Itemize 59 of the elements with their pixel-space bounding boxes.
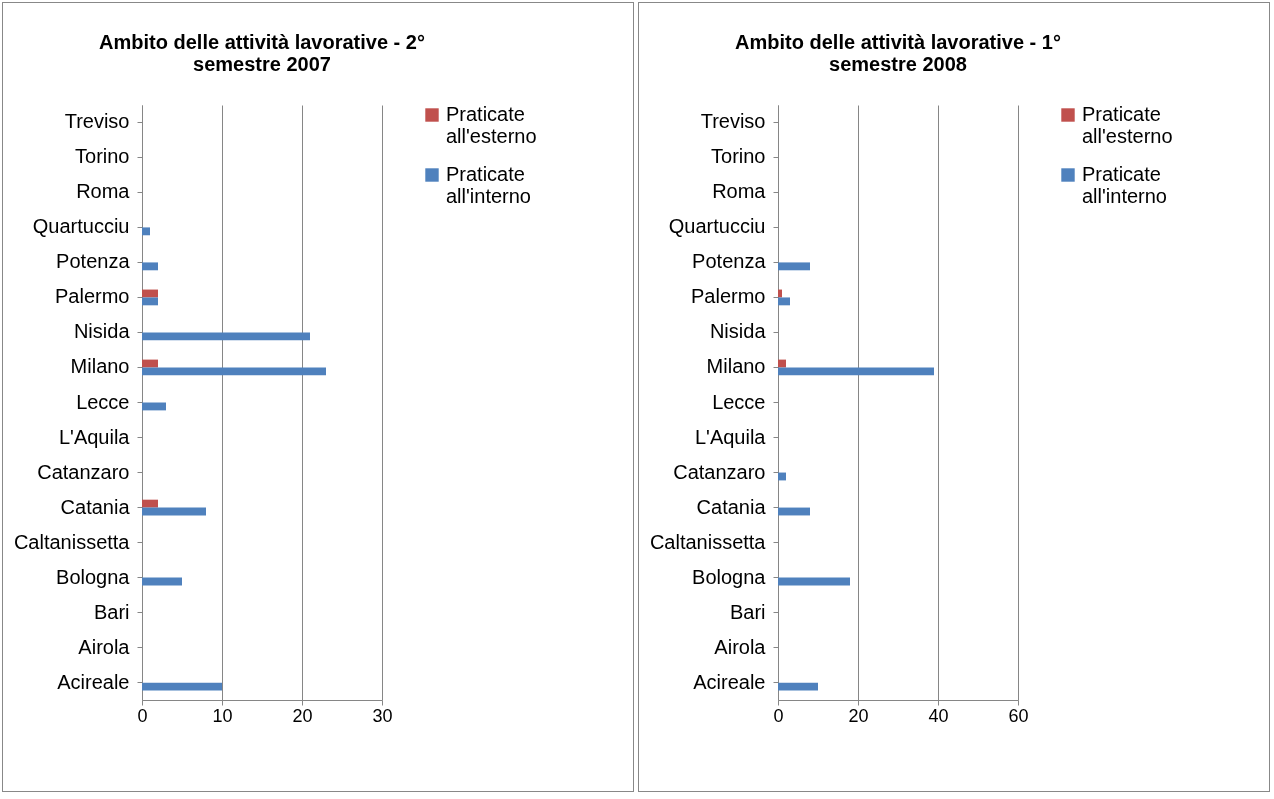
y-tick-label: Caltanissetta [649, 530, 767, 553]
bar [142, 367, 326, 376]
bar [778, 297, 790, 306]
y-tick-label: Catanzaro [37, 460, 130, 483]
legend-label: Praticate all'esterno [1082, 103, 1173, 147]
y-tick-label: Treviso [64, 110, 130, 133]
chart-title: Ambito delle attività lavorative - 2° semestre 2007 [99, 31, 425, 75]
y-tick-label: Caltanissetta [13, 530, 131, 553]
y-tick-label: Palermo [55, 285, 130, 308]
y-tick-label: Catania [60, 495, 131, 518]
x-tick-label: 40 [928, 705, 949, 726]
y-tick-label: Nisida [709, 320, 767, 343]
y-tick-label: L'Aquila [694, 425, 767, 448]
y-tick-label: L'Aquila [58, 425, 131, 448]
y-tick-label: Torino [711, 145, 766, 168]
y-tick-label: Catanzaro [673, 460, 766, 483]
y-tick-label: Roma [712, 180, 767, 203]
legend-label: Praticate all'esterno [446, 103, 537, 147]
bar [778, 262, 810, 271]
x-tick-label: 30 [372, 705, 393, 726]
y-tick-label: Bari [729, 600, 766, 623]
y-tick-label: Airola [714, 635, 767, 658]
y-tick-label: Quartucciu [668, 215, 766, 238]
x-tick-label: 20 [292, 705, 313, 726]
x-tick-label: 60 [1008, 705, 1029, 726]
y-tick-label: Lecce [712, 390, 766, 413]
y-tick-label: Airola [78, 635, 131, 658]
y-tick-label: Roma [76, 180, 131, 203]
y-tick-label: Nisida [73, 320, 131, 343]
y-tick-label: Torino [75, 145, 130, 168]
x-tick-label: 0 [137, 705, 148, 726]
y-tick-label: Catania [696, 495, 767, 518]
bar [142, 499, 158, 508]
y-tick-label: Milano [70, 355, 130, 378]
y-tick-label: Milano [706, 355, 766, 378]
bar [142, 332, 310, 341]
y-tick-label: Quartucciu [32, 215, 130, 238]
y-tick-label: Bologna [56, 565, 131, 588]
chart-title: Ambito delle attività lavorative - 1° semestre 2008 [735, 31, 1061, 75]
y-tick-label: Treviso [700, 110, 766, 133]
bar [778, 367, 934, 376]
y-tick-label: Lecce [76, 390, 130, 413]
x-tick-label: 0 [773, 705, 784, 726]
bar [142, 682, 222, 691]
y-tick-label: Acireale [693, 670, 766, 693]
legend-label: Praticate all'interno [446, 163, 531, 207]
bar [778, 682, 818, 691]
bar [142, 297, 158, 306]
x-tick-label: 10 [212, 705, 233, 726]
y-tick-label: Bologna [692, 565, 767, 588]
bar [142, 227, 150, 236]
legend-label: Praticate all'interno [1082, 163, 1167, 207]
y-tick-label: Palermo [691, 285, 766, 308]
y-tick-label: Acireale [57, 670, 130, 693]
bar [142, 262, 158, 271]
y-tick-label: Bari [93, 600, 130, 623]
x-tick-label: 20 [848, 705, 869, 726]
y-tick-label: Potenza [56, 250, 131, 273]
y-tick-label: Potenza [692, 250, 767, 273]
